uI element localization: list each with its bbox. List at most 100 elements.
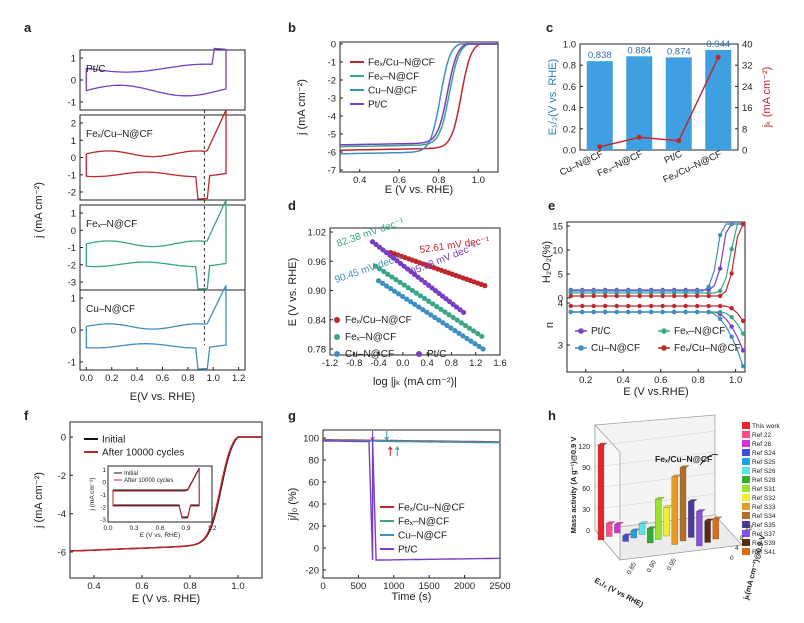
rrde-point bbox=[740, 318, 746, 324]
cv-curve-0 bbox=[85, 47, 227, 97]
tafel-point bbox=[482, 283, 488, 289]
rrde-point bbox=[626, 293, 631, 299]
tafel-y-tick-label: 1.02 bbox=[308, 228, 327, 239]
rrde-point bbox=[637, 303, 642, 309]
ca-x-tick-label: 1500 bbox=[419, 581, 440, 592]
bar3d-legend-label-3: Ref S24 bbox=[752, 450, 776, 457]
tafel-point bbox=[393, 277, 399, 283]
bar3d-bar-top-5 bbox=[638, 521, 649, 524]
tafel-point bbox=[475, 331, 481, 337]
rrde-x-tick-label: 1.0 bbox=[729, 375, 742, 386]
bar3d-bar-top-14 bbox=[712, 516, 723, 519]
stab-ylabel: j (mA cm⁻²) bbox=[33, 472, 45, 529]
bar3d-zlabel: Mass activity (A g⁻¹)@0.9 V bbox=[569, 437, 578, 534]
panel-label-g: g bbox=[288, 408, 296, 423]
bar3d-annotation: Feₓ/Cu–N@CF bbox=[655, 454, 712, 464]
tafel-point bbox=[413, 290, 420, 296]
cv-subplot-frame bbox=[79, 204, 246, 291]
rrde-point bbox=[740, 331, 746, 336]
panel-label-a: a bbox=[24, 20, 32, 35]
bar-category-label: Feₓ–N@CF bbox=[596, 149, 645, 180]
tafel-point bbox=[432, 288, 439, 294]
tafel-legend-label-3: Pt/C bbox=[427, 349, 446, 360]
cv-subplot-y-tick-label: -1 bbox=[68, 243, 76, 254]
lsv-xlabel: E (V vs. RHE) bbox=[385, 184, 453, 196]
rrde-point bbox=[580, 309, 585, 315]
tafel-point bbox=[446, 298, 453, 305]
rrde-xlabel: E (V vs.RHE) bbox=[623, 386, 688, 398]
cv-x-tick-label: 0.6 bbox=[156, 373, 169, 384]
rrde-point bbox=[626, 309, 631, 315]
cv-subplot-frame bbox=[79, 289, 246, 371]
cv-subplot-y-tick-label: -2 bbox=[68, 188, 76, 199]
tafel-point bbox=[421, 295, 428, 302]
bar3d-legend-swatch-7 bbox=[742, 485, 750, 492]
bar-y-tick-label: 0.6 bbox=[563, 82, 576, 93]
tafel-point bbox=[453, 304, 460, 310]
bar3d-legend-swatch-5 bbox=[742, 467, 750, 474]
lsv-y-tick-label: -1 bbox=[328, 58, 336, 69]
rrde-point bbox=[568, 293, 573, 299]
tafel-point bbox=[442, 309, 448, 315]
jk-point-3 bbox=[715, 54, 721, 60]
lsv-frame bbox=[339, 41, 499, 173]
ca-methanol-arrow-2 bbox=[387, 446, 393, 456]
rrde-ylabel-top: H₂O₂(%) bbox=[541, 241, 553, 283]
rrde-point bbox=[568, 288, 573, 294]
rrde-point bbox=[740, 363, 746, 369]
bar3d-bar-top-12 bbox=[695, 509, 706, 512]
rrde-point bbox=[729, 314, 734, 320]
tafel-point bbox=[369, 239, 376, 245]
stab-curve-1 bbox=[69, 436, 262, 552]
cv-x-tick-label: 0.2 bbox=[105, 373, 118, 384]
bar-1 bbox=[626, 56, 653, 150]
tafel-point bbox=[460, 309, 467, 316]
stab-inset-ytick: -3 bbox=[100, 517, 106, 524]
tafel-point bbox=[404, 296, 410, 302]
tafel-frame bbox=[329, 227, 501, 356]
stab-inset-frame bbox=[107, 465, 213, 523]
stab-frame bbox=[69, 421, 263, 579]
rrde-h2o2-curve-0 bbox=[570, 223, 744, 291]
tafel-point bbox=[429, 285, 435, 291]
rrde-legend-marker-0 bbox=[578, 328, 584, 334]
cv-x-tick-label: 1.2 bbox=[232, 373, 245, 384]
rrde-point bbox=[648, 288, 654, 294]
tafel-point bbox=[422, 279, 428, 286]
tafel-point bbox=[412, 301, 418, 307]
bar3d-annotation-arrow bbox=[699, 454, 719, 466]
tafel-x-tick-label: -1.2 bbox=[322, 358, 338, 369]
tafel-point bbox=[456, 330, 462, 336]
rrde-point bbox=[637, 288, 642, 294]
cv-x-tick-label: 0.8 bbox=[181, 373, 194, 384]
ca-ylabel: j/j₀ (%) bbox=[287, 488, 299, 522]
lsv-legend-label-2: Cu–N@CF bbox=[368, 86, 417, 97]
tafel-point bbox=[384, 283, 390, 289]
bar-frame bbox=[579, 43, 739, 151]
ca-x-tick-label: 2000 bbox=[454, 581, 475, 592]
bar3d-bar-top-2 bbox=[613, 522, 624, 525]
bar3d-legend-label-2: Ref 28 bbox=[752, 441, 772, 448]
tafel-y-tick-label: 0.96 bbox=[308, 257, 327, 268]
bar3d-legend-swatch-14 bbox=[742, 548, 750, 555]
stab-inset-xlabel: E (V vs. RHE) bbox=[140, 532, 180, 539]
lsv-curve-3 bbox=[340, 43, 498, 146]
tafel-point bbox=[401, 282, 407, 288]
tafel-point bbox=[389, 274, 395, 280]
tafel-point bbox=[409, 287, 415, 294]
tafel-point bbox=[388, 286, 394, 292]
bar3d-grid-line bbox=[594, 472, 716, 489]
ca-xlabel: Time (s) bbox=[392, 591, 432, 603]
tafel-point bbox=[387, 252, 393, 258]
tafel-point bbox=[454, 317, 460, 323]
rrde-x-tick-label: 0.2 bbox=[579, 375, 592, 386]
rrde-legend-marker-1 bbox=[661, 328, 667, 334]
tafel-point bbox=[479, 333, 485, 339]
tafel-point bbox=[424, 309, 430, 315]
rrde-point bbox=[603, 303, 608, 309]
bar3d-bar-3 bbox=[622, 535, 629, 542]
tafel-x-tick-label: 1.2 bbox=[469, 358, 482, 369]
stab-y-tick-label: 0 bbox=[61, 433, 66, 444]
tafel-point bbox=[450, 314, 456, 321]
tafel-point bbox=[480, 346, 486, 352]
